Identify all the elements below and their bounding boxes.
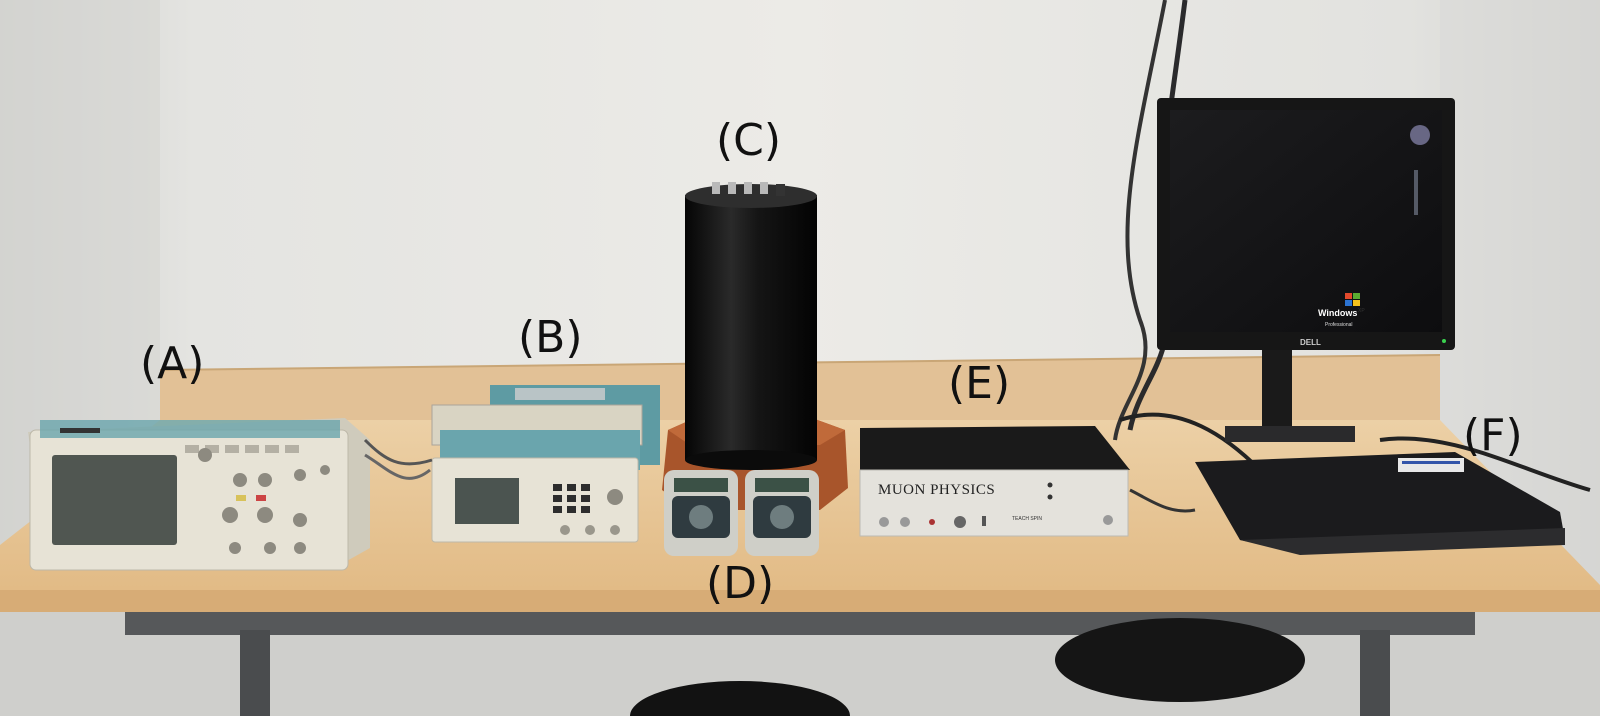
desk-leg-right — [1360, 630, 1390, 716]
desk-front-edge — [0, 590, 1600, 612]
os-version: XP — [1358, 308, 1365, 314]
function-generator — [431, 385, 660, 543]
oscilloscope-screen — [52, 455, 177, 545]
stool-center — [630, 681, 850, 716]
multimeters — [664, 470, 819, 556]
muon-box-title: MUON PHYSICS — [878, 482, 995, 498]
desk-leg-left — [240, 630, 270, 716]
monitor-screen — [1170, 110, 1442, 332]
laptop — [1195, 426, 1565, 555]
label-e: (E) — [948, 358, 1010, 409]
monitor: Windows XP Professional DELL — [1157, 98, 1455, 442]
stool-right — [1055, 618, 1305, 702]
os-edition: Professional — [1325, 322, 1353, 328]
muon-box-maker: TEACH SPIN — [1012, 516, 1042, 522]
label-f: (F) — [1463, 410, 1523, 461]
oscilloscope — [28, 418, 370, 571]
label-c: (C) — [716, 115, 781, 166]
monitor-brand: DELL — [1300, 338, 1321, 347]
muon-physics-box: MUON PHYSICS TEACH SPIN — [859, 426, 1130, 537]
generator-screen — [455, 478, 519, 524]
os-name: Windows — [1318, 308, 1357, 318]
label-b: (B) — [518, 312, 583, 363]
windows-logo-icon — [1345, 293, 1360, 306]
label-a: (A) — [140, 338, 204, 389]
label-d: (D) — [706, 558, 774, 609]
monitor-power-led — [1442, 339, 1446, 343]
